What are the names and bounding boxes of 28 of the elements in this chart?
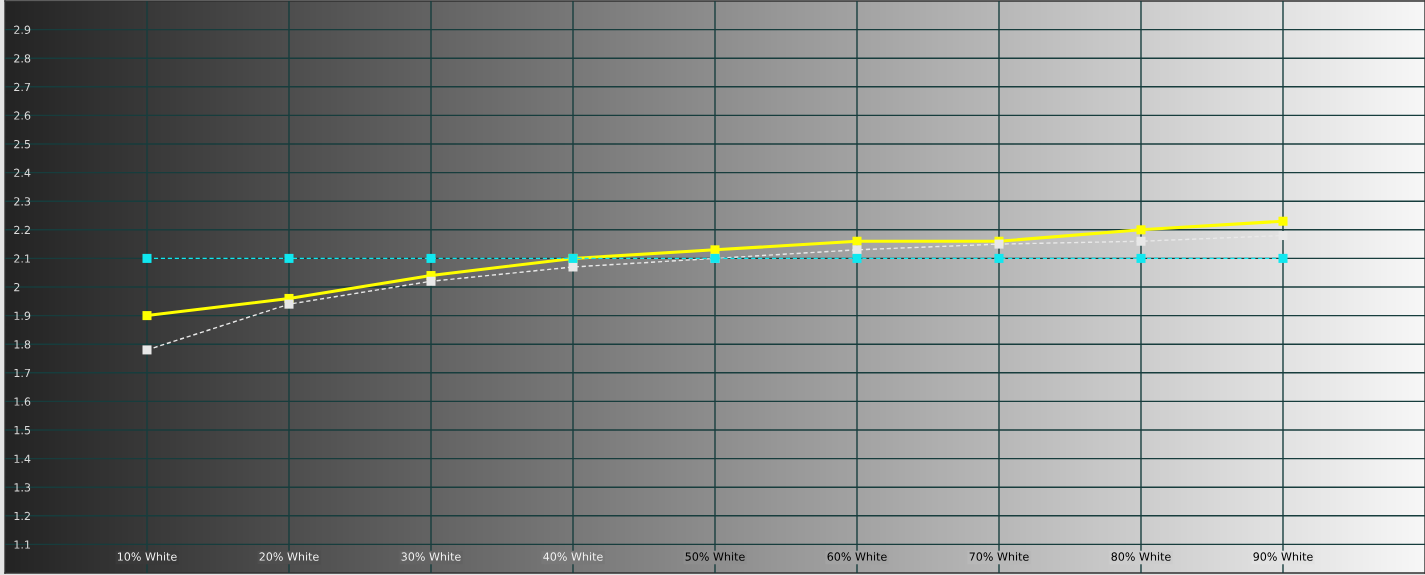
x-tick-label: 70% White (969, 552, 1029, 561)
y-tick-label: 2.8 (14, 54, 31, 63)
x-tick-label: 30% White (401, 552, 461, 561)
y-tick-label: 2.3 (14, 197, 31, 206)
y-tick-label: 1.7 (14, 368, 31, 378)
y-tick-label: 2.9 (14, 25, 31, 34)
y-tick-label: 1.1 (14, 540, 30, 549)
x-tick-label: 40% White (543, 552, 603, 561)
y-tick-label: 2.4 (14, 168, 31, 177)
y-tick-label: 2.2 (14, 225, 30, 235)
y-tick-label: 1.4 (14, 454, 31, 463)
x-tick-label: 90% White (1253, 552, 1313, 561)
y-tick-label: 1.2 (14, 511, 30, 521)
y-tick-label: 2.5 (14, 139, 31, 149)
x-tick-label: 10% White (117, 552, 177, 561)
x-tick-label: 20% White (259, 552, 319, 561)
y-tick-label: 1.9 (14, 311, 31, 320)
x-tick-label: 80% White (1111, 552, 1171, 561)
y-tick-label: 2.7 (14, 82, 31, 92)
y-tick-label: 1.8 (14, 340, 31, 349)
y-tick-label: 2 (14, 282, 20, 292)
y-tick-label: 2.6 (14, 111, 31, 120)
y-tick-label: 1.6 (14, 397, 31, 406)
y-tick-label: 2.1 (14, 254, 30, 263)
x-tick-label: 60% White (827, 552, 887, 561)
y-tick-label: 1.5 (14, 426, 31, 435)
x-tick-label: 50% White (685, 552, 745, 561)
y-tick-label: 1.3 (14, 483, 31, 492)
